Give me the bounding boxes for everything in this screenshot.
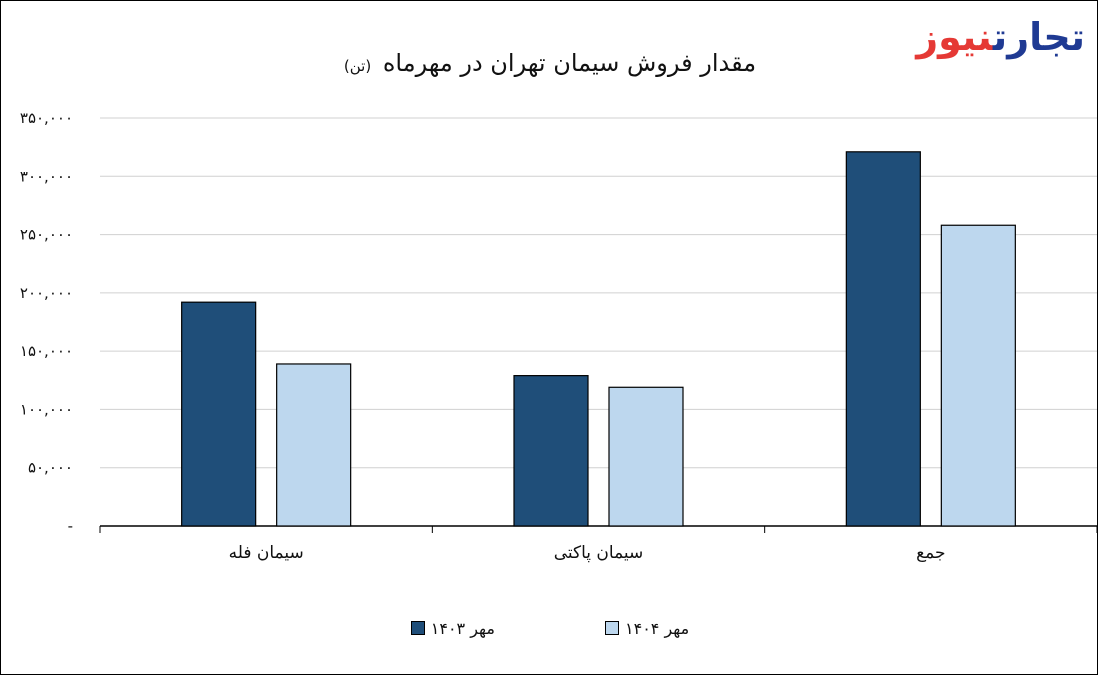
y-tick-label: ۲۵۰,۰۰۰ [20, 226, 73, 244]
y-tick-label: ۵۰,۰۰۰ [28, 459, 73, 477]
bar-chart: - ۵۰,۰۰۰ ۱۰۰,۰۰۰ ۱۵۰,۰۰۰ ۲۰۰,۰۰۰ ۲۵۰,۰۰۰ ۳۰۰,۰… [20, 109, 1098, 563]
legend-item-1404: مهر ۱۴۰۴ [605, 615, 689, 641]
y-tick-label: ۳۵۰,۰۰۰ [20, 109, 73, 127]
bar-1404 [608, 386, 684, 527]
bar-1403 [513, 375, 589, 527]
brand-logo-part1: تجارت [992, 15, 1086, 59]
y-tick-label: ۳۰۰,۰۰۰ [20, 167, 73, 185]
bar-1403 [845, 151, 921, 527]
brand-logo-part2: نیوز [916, 15, 994, 59]
y-tick-label: ۱۰۰,۰۰۰ [20, 400, 73, 418]
y-tick-label: ۱۵۰,۰۰۰ [20, 342, 73, 360]
y-tick-label: - [68, 517, 73, 535]
bar-1404 [276, 363, 352, 527]
brand-logo: تجارتنیوز [916, 15, 1086, 59]
x-category-label: سیمان فله [229, 543, 304, 563]
legend-label-1404: مهر ۱۴۰۴ [625, 618, 690, 638]
legend: مهر ۱۴۰۳ مهر ۱۴۰۴ [1, 615, 1098, 641]
legend-swatch-1404 [605, 621, 619, 635]
legend-label-1403: مهر ۱۴۰۳ [430, 618, 495, 638]
y-tick-label: ۲۰۰,۰۰۰ [20, 284, 73, 302]
chart-title: مقدار فروش سیمان تهران در مهرماه [382, 49, 757, 77]
bar-1403 [181, 301, 257, 527]
legend-item-1403: مهر ۱۴۰۳ [410, 615, 495, 641]
legend-swatch-1403 [410, 621, 425, 635]
chart-unit: (تن) [343, 57, 372, 75]
bar-1404 [940, 224, 1016, 527]
x-category-label: جمع [916, 543, 945, 563]
x-category-label: سیمان پاکتی [554, 543, 644, 563]
chart-title-block: مقدار فروش سیمان تهران در مهرماه (تن) [1, 49, 1098, 77]
